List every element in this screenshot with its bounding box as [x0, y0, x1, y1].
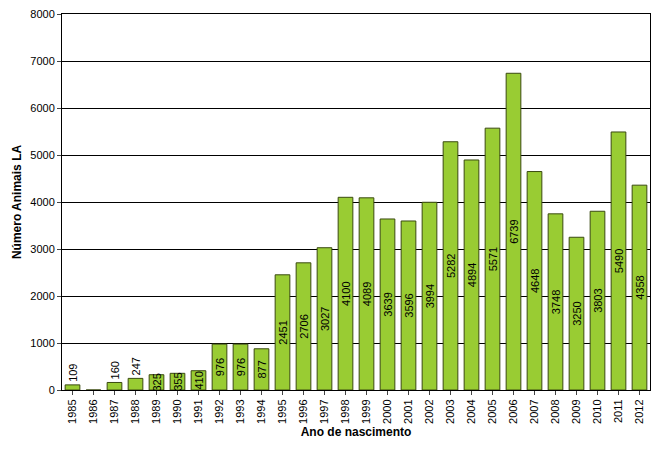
svg-text:3994: 3994	[424, 284, 436, 308]
svg-text:6739: 6739	[508, 219, 520, 243]
svg-text:2006: 2006	[507, 399, 519, 423]
svg-text:2000: 2000	[30, 290, 54, 302]
svg-text:2706: 2706	[298, 314, 310, 338]
svg-text:2008: 2008	[549, 399, 561, 423]
svg-text:5282: 5282	[445, 254, 457, 278]
svg-text:325: 325	[151, 373, 163, 391]
svg-text:3027: 3027	[319, 307, 331, 331]
svg-text:109: 109	[67, 364, 79, 382]
svg-text:4894: 4894	[466, 263, 478, 287]
svg-text:1986: 1986	[87, 399, 99, 423]
svg-text:4100: 4100	[340, 281, 352, 305]
svg-text:1989: 1989	[150, 399, 162, 423]
svg-text:1993: 1993	[234, 399, 246, 423]
svg-text:2011: 2011	[612, 399, 624, 423]
svg-text:5000: 5000	[30, 149, 54, 161]
svg-text:Ano de nascimento: Ano de nascimento	[301, 425, 412, 439]
svg-text:2002: 2002	[423, 399, 435, 423]
svg-text:4358: 4358	[634, 275, 646, 299]
svg-text:0: 0	[49, 384, 55, 396]
svg-text:1992: 1992	[213, 399, 225, 423]
svg-text:3250: 3250	[571, 301, 583, 325]
svg-text:6000: 6000	[30, 102, 54, 114]
svg-text:1995: 1995	[276, 399, 288, 423]
svg-text:2009: 2009	[570, 399, 582, 423]
svg-text:3748: 3748	[550, 290, 562, 314]
svg-text:2012: 2012	[633, 399, 645, 423]
svg-text:1988: 1988	[129, 399, 141, 423]
svg-text:7000: 7000	[30, 55, 54, 67]
svg-text:3596: 3596	[403, 293, 415, 317]
svg-text:976: 976	[235, 358, 247, 376]
svg-text:1998: 1998	[339, 399, 351, 423]
svg-text:247: 247	[130, 357, 142, 375]
svg-text:1997: 1997	[318, 399, 330, 423]
svg-text:410: 410	[193, 371, 205, 389]
svg-text:2005: 2005	[486, 399, 498, 423]
svg-text:4648: 4648	[529, 269, 541, 293]
svg-text:1000: 1000	[30, 337, 54, 349]
svg-text:355: 355	[172, 372, 184, 390]
svg-text:1994: 1994	[255, 399, 267, 423]
svg-text:877: 877	[256, 360, 268, 378]
svg-text:1996: 1996	[297, 399, 309, 423]
svg-text:2004: 2004	[465, 399, 477, 423]
svg-text:3000: 3000	[30, 243, 54, 255]
svg-text:976: 976	[214, 358, 226, 376]
svg-text:5490: 5490	[613, 249, 625, 273]
svg-text:2451: 2451	[277, 320, 289, 344]
svg-text:160: 160	[109, 361, 121, 379]
svg-text:4000: 4000	[30, 196, 54, 208]
svg-text:1987: 1987	[108, 399, 120, 423]
svg-text:3803: 3803	[592, 288, 604, 312]
svg-text:2000: 2000	[381, 399, 393, 423]
svg-text:5571: 5571	[487, 247, 499, 271]
svg-text:1985: 1985	[66, 399, 78, 423]
svg-text:3639: 3639	[382, 292, 394, 316]
svg-text:2010: 2010	[591, 399, 603, 423]
svg-text:1990: 1990	[171, 399, 183, 423]
svg-text:2001: 2001	[402, 399, 414, 423]
svg-text:1991: 1991	[192, 399, 204, 423]
svg-text:2003: 2003	[444, 399, 456, 423]
svg-text:2007: 2007	[528, 399, 540, 423]
svg-text:8000: 8000	[30, 8, 54, 20]
svg-text:Número Animais LA: Número Animais LA	[10, 145, 24, 260]
svg-text:1999: 1999	[360, 399, 372, 423]
svg-text:4089: 4089	[361, 282, 373, 306]
